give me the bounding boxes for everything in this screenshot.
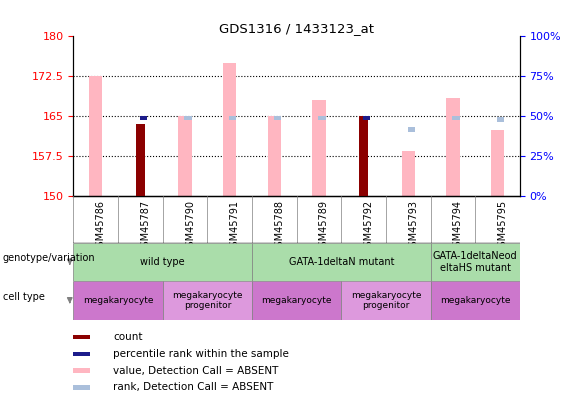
Text: GSM45793: GSM45793 — [408, 200, 418, 253]
Bar — [163, 281, 252, 320]
Bar — [319, 116, 326, 120]
Text: GSM45788: GSM45788 — [275, 200, 284, 253]
Bar — [363, 116, 371, 120]
Text: megakaryocyte: megakaryocyte — [262, 296, 332, 305]
Bar — [179, 117, 192, 196]
Text: GSM45792: GSM45792 — [364, 200, 373, 253]
Bar — [252, 243, 431, 281]
Text: megakaryocyte: megakaryocyte — [440, 296, 510, 305]
Bar — [73, 385, 90, 390]
Bar — [453, 116, 460, 120]
Text: wild type: wild type — [141, 257, 185, 267]
Bar — [223, 63, 236, 196]
Bar — [402, 151, 415, 196]
Text: GSM45789: GSM45789 — [319, 200, 329, 253]
Bar — [73, 243, 252, 281]
Text: megakaryocyte: megakaryocyte — [83, 296, 153, 305]
Bar — [446, 98, 459, 196]
Bar — [185, 116, 192, 120]
Bar — [497, 117, 505, 122]
Bar — [73, 335, 90, 339]
Bar — [491, 130, 504, 196]
Text: count: count — [113, 332, 142, 342]
Bar — [312, 100, 325, 196]
Text: GATA-1deltaN mutant: GATA-1deltaN mutant — [289, 257, 394, 267]
Text: megakaryocyte
progenitor: megakaryocyte progenitor — [172, 291, 242, 310]
Text: GSM45794: GSM45794 — [453, 200, 463, 253]
Bar — [274, 116, 281, 120]
Bar — [408, 127, 415, 132]
Text: GSM45787: GSM45787 — [141, 200, 150, 253]
Bar — [359, 117, 368, 196]
Bar — [89, 77, 102, 196]
Text: rank, Detection Call = ABSENT: rank, Detection Call = ABSENT — [113, 382, 273, 392]
Text: percentile rank within the sample: percentile rank within the sample — [113, 349, 289, 359]
Bar — [136, 124, 145, 196]
Text: cell type: cell type — [3, 292, 45, 302]
Text: GSM45791: GSM45791 — [230, 200, 240, 253]
Text: genotype/variation: genotype/variation — [3, 254, 95, 263]
Text: megakaryocyte
progenitor: megakaryocyte progenitor — [351, 291, 421, 310]
Bar — [140, 116, 147, 120]
Text: GSM45795: GSM45795 — [498, 200, 507, 253]
Text: GATA-1deltaNeod
eltaHS mutant: GATA-1deltaNeod eltaHS mutant — [433, 252, 518, 273]
Bar — [73, 352, 90, 356]
Bar — [431, 281, 520, 320]
Bar — [431, 243, 520, 281]
Text: value, Detection Call = ABSENT: value, Detection Call = ABSENT — [113, 366, 279, 376]
Bar — [268, 117, 281, 196]
Bar — [229, 116, 237, 120]
Text: GSM45786: GSM45786 — [96, 200, 106, 253]
Text: GSM45790: GSM45790 — [185, 200, 195, 253]
Bar — [341, 281, 431, 320]
Bar — [73, 281, 163, 320]
Bar — [252, 281, 341, 320]
Title: GDS1316 / 1433123_at: GDS1316 / 1433123_at — [219, 22, 374, 35]
Bar — [73, 369, 90, 373]
